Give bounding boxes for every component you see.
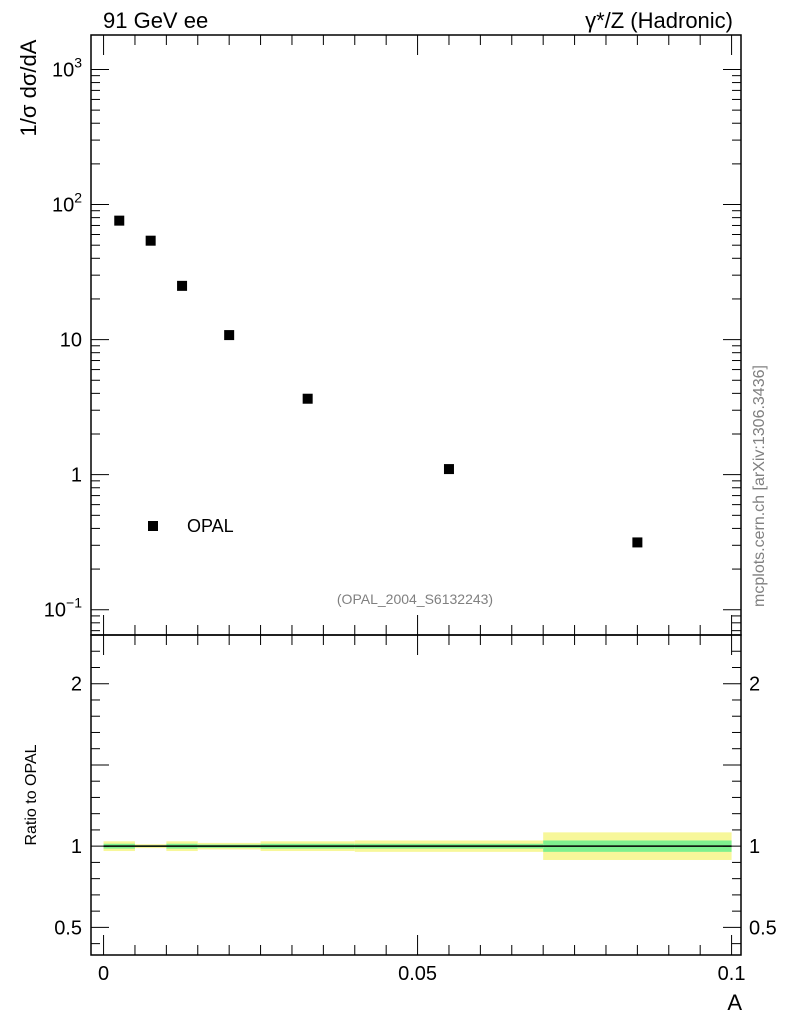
ratio-y-tick-label: 1 [71,836,82,858]
data-point [632,537,643,548]
ratio-frame [90,634,742,956]
data-point [114,215,125,226]
y-axis-label: 1/σ dσ/dA [16,39,41,136]
y-tick-label: 1 [71,465,82,487]
axis-tick-labels: 10−1 1 10 102 103 0 0.05 0.1 0.5 0.5 1 1 2 2 [44,54,777,985]
data-point [177,280,188,291]
x-tick-label: 0.1 [718,963,746,985]
analysis-annotation: (OPAL_2004_S6132243) [337,591,493,607]
legend-marker [148,521,158,531]
ratio-y-tick-label: 0.5 [54,917,82,939]
legend-label: OPAL [187,516,234,536]
data-point [443,464,454,475]
ratio-y-tick-label-right: 2 [749,674,760,696]
axes-frames [90,34,742,956]
x-tick-label: 0 [98,963,109,985]
main-frame [90,34,742,636]
x-axis-label: A [727,990,742,1015]
data-point [302,393,313,404]
side-label: mcplots.cern.ch [arXiv:1306.3436] [751,365,768,607]
ratio-y-tick-label-right: 1 [749,836,760,858]
ratio-y-tick-label-right: 0.5 [749,917,777,939]
header-left: 91 GeV ee [103,8,208,33]
y-tick-label: 10−1 [44,595,82,622]
y-tick-label: 10 [60,330,82,352]
ratio-y-tick-label: 2 [71,674,82,696]
data-point [224,330,235,341]
data-point [145,235,156,246]
y-tick-label: 103 [52,54,82,81]
data-markers [114,215,643,548]
header-right: γ*/Z (Hadronic) [585,8,733,33]
y-tick-label: 102 [52,190,82,217]
x-tick-label: 0.05 [398,963,437,985]
axis-ticks [91,35,741,955]
ratio-y-axis-label: Ratio to OPAL [23,744,40,845]
